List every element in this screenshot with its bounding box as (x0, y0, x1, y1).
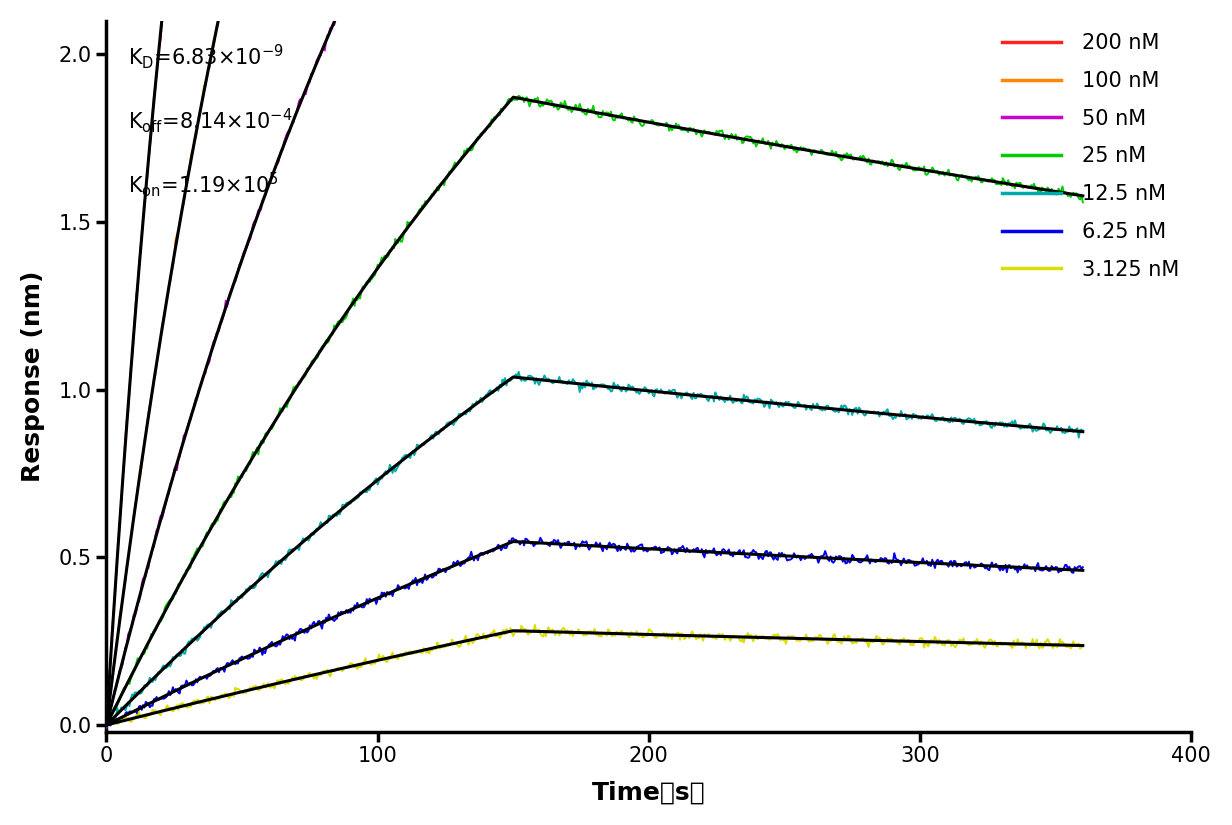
6.25 nM (533, 533, 548, 543)
25 nM (1076, 197, 1090, 207)
25 nM (771, 139, 786, 149)
6.25 nM (103, 720, 118, 730)
Text: K$_\mathrm{D}$=6.83×10$^{-9}$: K$_\mathrm{D}$=6.83×10$^{-9}$ (128, 42, 285, 71)
Line: 200 nM: 200 nM (106, 0, 1083, 725)
3.125 nM (772, 635, 787, 645)
25 nM (511, 91, 526, 101)
6.25 nM (314, 624, 329, 634)
6.25 nM (357, 602, 372, 612)
100 nM (99, 714, 113, 724)
50 nM (99, 723, 113, 733)
12.5 nM (1076, 426, 1090, 436)
Line: 6.25 nM: 6.25 nM (106, 538, 1083, 725)
3.125 nM (1076, 641, 1090, 651)
25 nM (99, 720, 113, 730)
12.5 nM (355, 486, 370, 496)
25 nM (355, 281, 370, 291)
Text: K$_\mathrm{on}$=1.19×10$^{5}$: K$_\mathrm{on}$=1.19×10$^{5}$ (128, 170, 280, 199)
X-axis label: Time（s）: Time（s） (593, 780, 706, 804)
25 nM (313, 345, 328, 355)
25 nM (675, 125, 690, 135)
Line: 3.125 nM: 3.125 nM (106, 625, 1083, 724)
12.5 nM (987, 422, 1002, 431)
Y-axis label: Response (nm): Response (nm) (21, 271, 44, 482)
3.125 nM (357, 657, 372, 667)
Line: 12.5 nM: 12.5 nM (106, 372, 1083, 726)
3.125 nM (110, 719, 124, 728)
200 nM (99, 720, 113, 730)
6.25 nM (988, 559, 1003, 568)
6.25 nM (676, 544, 691, 554)
12.5 nM (580, 378, 595, 388)
3.125 nM (527, 620, 542, 630)
Line: 50 nM: 50 nM (106, 0, 1083, 728)
3.125 nM (582, 627, 596, 637)
Legend: 200 nM, 100 nM, 50 nM, 25 nM, 12.5 nM, 6.25 nM, 3.125 nM: 200 nM, 100 nM, 50 nM, 25 nM, 12.5 nM, 6… (994, 25, 1188, 288)
Line: 100 nM: 100 nM (106, 0, 1083, 719)
12.5 nM (771, 402, 786, 412)
6.25 nM (99, 719, 113, 729)
12.5 nM (99, 721, 113, 731)
50 nM (313, 50, 328, 60)
Text: K$_\mathrm{off}$=8.14×10$^{-4}$: K$_\mathrm{off}$=8.14×10$^{-4}$ (128, 106, 293, 135)
25 nM (580, 104, 595, 114)
6.25 nM (772, 552, 787, 562)
25 nM (987, 175, 1002, 185)
3.125 nM (314, 668, 329, 678)
Line: 25 nM: 25 nM (106, 96, 1083, 725)
6.25 nM (582, 544, 596, 554)
12.5 nM (675, 390, 690, 400)
6.25 nM (1076, 563, 1090, 573)
3.125 nM (676, 634, 691, 644)
3.125 nM (99, 717, 113, 727)
12.5 nM (313, 517, 328, 527)
3.125 nM (988, 640, 1003, 650)
12.5 nM (511, 367, 526, 377)
